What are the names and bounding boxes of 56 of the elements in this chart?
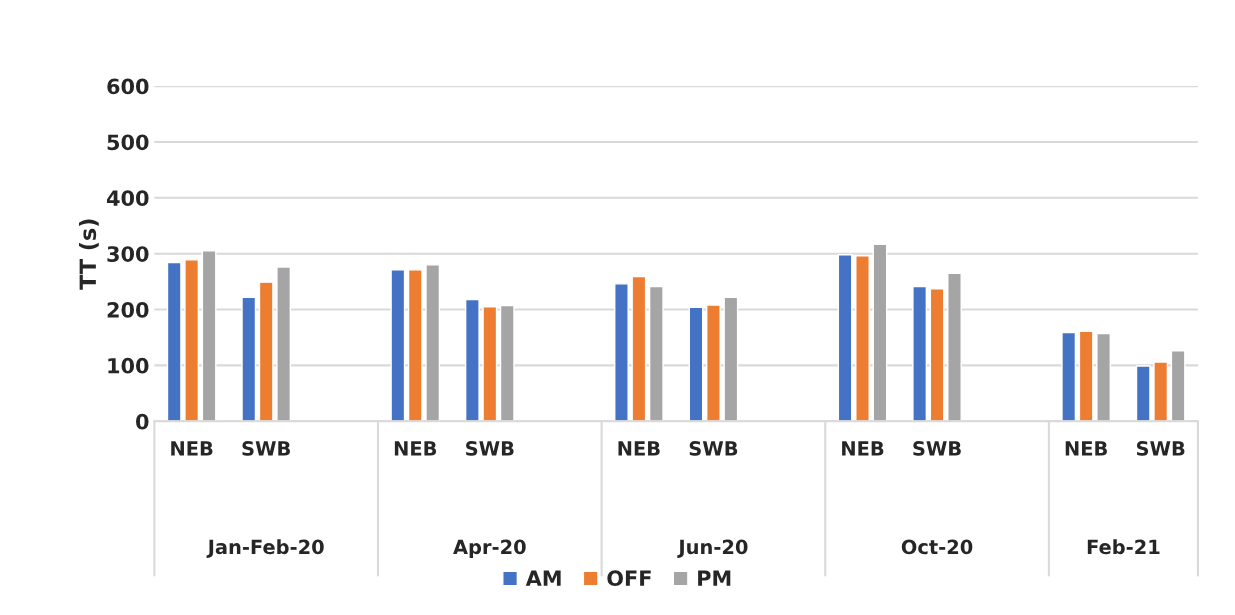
y-axis-title: TT (s) xyxy=(78,219,99,290)
legend-label: PM xyxy=(698,570,731,586)
bar xyxy=(276,266,292,422)
bar xyxy=(390,269,406,422)
bar xyxy=(166,261,182,422)
bar xyxy=(872,243,888,422)
text: Apr-20 xyxy=(453,539,526,559)
text: Jun-20 xyxy=(677,539,748,558)
bar xyxy=(499,304,515,422)
bar xyxy=(706,304,721,422)
x-tick-label: SWB xyxy=(1136,441,1185,456)
bar xyxy=(1078,330,1094,422)
bar xyxy=(1135,365,1151,422)
bar xyxy=(464,298,480,422)
bar xyxy=(912,285,928,422)
x-tick-label: NEB xyxy=(842,441,884,456)
bar xyxy=(855,255,870,422)
bar xyxy=(837,254,853,422)
bar xyxy=(1061,331,1077,422)
x-tick-label: NEB xyxy=(618,441,660,456)
x-tick-label: NEB xyxy=(394,441,437,456)
legend-label: OFF xyxy=(607,570,651,587)
y-tick-label: 500 xyxy=(107,134,149,151)
bar xyxy=(201,250,217,422)
text: Feb-21 xyxy=(1087,539,1160,555)
bar xyxy=(947,272,962,422)
bar xyxy=(631,275,647,422)
bar xyxy=(614,283,629,422)
bar xyxy=(648,285,664,422)
y-tick-label: 200 xyxy=(107,302,149,318)
text: Oct-20 xyxy=(901,539,973,555)
x-tick-label: SWB xyxy=(466,441,514,456)
bar xyxy=(688,306,704,422)
x-tick-label: NEB xyxy=(171,441,213,456)
y-tick-label: 400 xyxy=(106,190,149,207)
bar xyxy=(184,259,200,422)
bar xyxy=(1170,350,1186,422)
y-tick-label: 100 xyxy=(108,357,149,374)
y-tick-label: 600 xyxy=(107,78,149,95)
x-tick-label: SWB xyxy=(913,441,961,456)
bar xyxy=(407,269,423,422)
bar xyxy=(482,306,498,422)
bar xyxy=(258,281,274,422)
y-tick-label: 300 xyxy=(107,246,149,262)
x-tick-label: SWB xyxy=(689,441,738,456)
bar xyxy=(1153,361,1169,422)
x-tick-label: SWB xyxy=(242,441,290,456)
legend-label: AM xyxy=(525,570,561,586)
x-tick-label: NEB xyxy=(1065,441,1107,456)
bar xyxy=(425,264,441,422)
bar xyxy=(723,296,739,422)
bar xyxy=(241,296,257,422)
bar xyxy=(929,288,945,422)
y-tick-label: 0 xyxy=(136,413,149,430)
bar xyxy=(1096,332,1111,422)
text: Jan-Feb-20 xyxy=(206,539,324,558)
